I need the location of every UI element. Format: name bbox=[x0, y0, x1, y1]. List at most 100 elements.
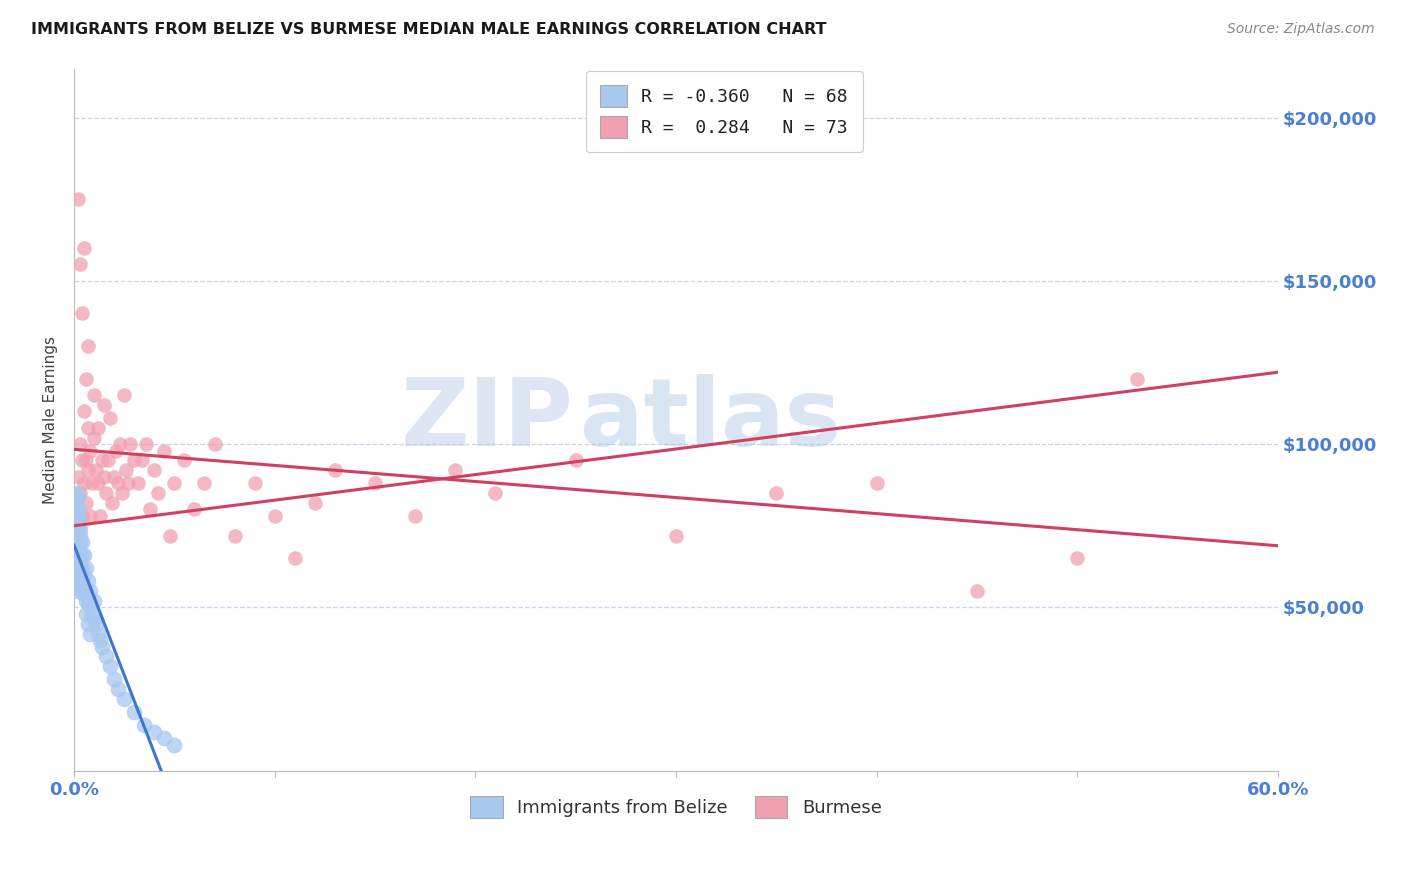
Point bbox=[67, 567, 90, 582]
Point bbox=[77, 421, 100, 435]
Point bbox=[93, 398, 115, 412]
Point bbox=[484, 486, 506, 500]
Point bbox=[84, 616, 107, 631]
Point bbox=[97, 453, 120, 467]
Point bbox=[70, 508, 93, 523]
Point bbox=[148, 486, 170, 500]
Point bbox=[69, 548, 91, 562]
Point bbox=[98, 411, 121, 425]
Point bbox=[65, 574, 87, 589]
Point bbox=[67, 541, 90, 556]
Point bbox=[193, 476, 215, 491]
Point bbox=[70, 535, 93, 549]
Point bbox=[73, 404, 96, 418]
Point bbox=[120, 437, 142, 451]
Point bbox=[67, 522, 90, 536]
Point bbox=[131, 453, 153, 467]
Point bbox=[153, 731, 176, 745]
Point bbox=[65, 528, 87, 542]
Point bbox=[91, 453, 114, 467]
Point bbox=[65, 508, 87, 523]
Point bbox=[1066, 551, 1088, 566]
Point bbox=[65, 486, 87, 500]
Text: IMMIGRANTS FROM BELIZE VS BURMESE MEDIAN MALE EARNINGS CORRELATION CHART: IMMIGRANTS FROM BELIZE VS BURMESE MEDIAN… bbox=[31, 22, 827, 37]
Point bbox=[96, 649, 118, 664]
Point bbox=[65, 551, 87, 566]
Point bbox=[134, 718, 156, 732]
Point bbox=[65, 496, 87, 510]
Point bbox=[70, 584, 93, 599]
Point bbox=[67, 489, 90, 503]
Point bbox=[139, 502, 162, 516]
Point bbox=[79, 600, 101, 615]
Point bbox=[263, 508, 285, 523]
Point bbox=[65, 502, 87, 516]
Point bbox=[73, 241, 96, 255]
Point bbox=[77, 574, 100, 589]
Point bbox=[73, 548, 96, 562]
Point bbox=[70, 561, 93, 575]
Point bbox=[117, 476, 139, 491]
Point bbox=[323, 463, 346, 477]
Point bbox=[98, 659, 121, 673]
Point bbox=[83, 614, 105, 628]
Point bbox=[82, 607, 104, 621]
Point bbox=[69, 535, 91, 549]
Point bbox=[65, 541, 87, 556]
Point bbox=[77, 594, 100, 608]
Point bbox=[103, 469, 125, 483]
Point bbox=[69, 561, 91, 575]
Point bbox=[183, 502, 205, 516]
Point bbox=[75, 607, 97, 621]
Point bbox=[93, 469, 115, 483]
Point bbox=[65, 561, 87, 575]
Point bbox=[112, 691, 135, 706]
Text: ZIP: ZIP bbox=[401, 374, 574, 466]
Point bbox=[91, 640, 114, 654]
Point bbox=[77, 463, 100, 477]
Point bbox=[67, 502, 90, 516]
Point bbox=[67, 192, 90, 206]
Point bbox=[564, 453, 586, 467]
Point bbox=[75, 372, 97, 386]
Point bbox=[70, 453, 93, 467]
Point bbox=[765, 486, 787, 500]
Legend: Immigrants from Belize, Burmese: Immigrants from Belize, Burmese bbox=[463, 789, 889, 825]
Text: atlas: atlas bbox=[579, 374, 841, 466]
Text: Source: ZipAtlas.com: Source: ZipAtlas.com bbox=[1227, 22, 1375, 37]
Point bbox=[75, 584, 97, 599]
Point bbox=[173, 453, 195, 467]
Point bbox=[143, 724, 166, 739]
Y-axis label: Median Male Earnings: Median Male Earnings bbox=[44, 335, 58, 504]
Point bbox=[115, 463, 138, 477]
Point bbox=[65, 518, 87, 533]
Point bbox=[101, 496, 124, 510]
Point bbox=[865, 476, 887, 491]
Point bbox=[243, 476, 266, 491]
Point bbox=[65, 535, 87, 549]
Point bbox=[70, 306, 93, 320]
Point bbox=[67, 528, 90, 542]
Point bbox=[143, 463, 166, 477]
Point bbox=[69, 574, 91, 589]
Point bbox=[69, 522, 91, 536]
Point bbox=[159, 528, 181, 542]
Point bbox=[67, 516, 90, 530]
Point bbox=[65, 516, 87, 530]
Point bbox=[69, 528, 91, 542]
Point bbox=[69, 486, 91, 500]
Point bbox=[82, 476, 104, 491]
Point bbox=[284, 551, 307, 566]
Point bbox=[69, 548, 91, 562]
Point bbox=[84, 463, 107, 477]
Point bbox=[89, 508, 111, 523]
Point bbox=[73, 567, 96, 582]
Point bbox=[67, 469, 90, 483]
Point bbox=[69, 567, 91, 582]
Point bbox=[75, 561, 97, 575]
Point bbox=[79, 626, 101, 640]
Point bbox=[75, 496, 97, 510]
Point bbox=[89, 633, 111, 648]
Point bbox=[73, 587, 96, 601]
Point bbox=[103, 672, 125, 686]
